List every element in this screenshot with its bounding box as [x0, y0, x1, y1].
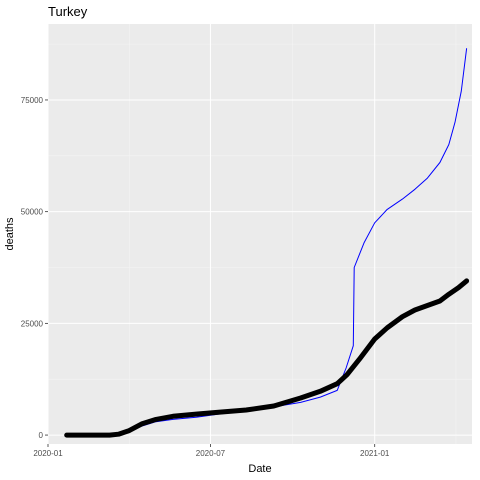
y-tick-label: 50000 [21, 208, 44, 217]
x-tick-label: 2020-07 [196, 449, 226, 458]
tick-labels: 0 25000 50000 75000 2020-01 2020-07 2021-01 [21, 96, 390, 458]
x-tick-label: 2021-01 [360, 449, 390, 458]
grid-minor [48, 24, 472, 444]
x-tick-label: 2020-01 [33, 449, 63, 458]
grid-major [47, 24, 472, 444]
y-tick-label: 0 [39, 431, 44, 440]
y-axis-title: deaths [4, 217, 16, 251]
chart-title: Turkey [48, 4, 88, 19]
axis-ticks [45, 99, 376, 447]
series-layer [64, 48, 470, 438]
series-line-thick [64, 278, 470, 438]
y-tick-label: 75000 [21, 96, 44, 105]
x-axis-title: Date [248, 463, 271, 475]
y-tick-label: 25000 [21, 319, 44, 328]
plot-panel [48, 24, 472, 444]
